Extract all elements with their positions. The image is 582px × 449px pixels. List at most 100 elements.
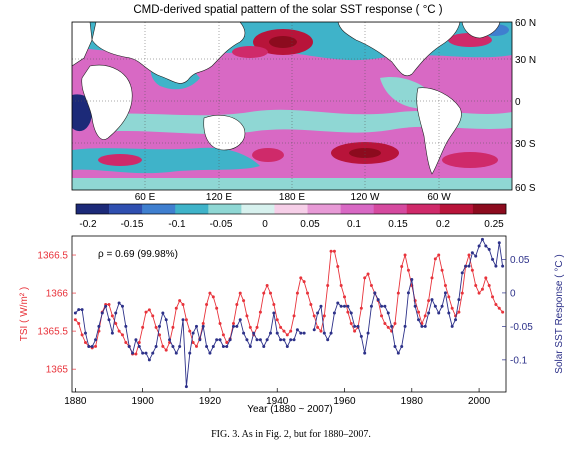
x-tick-label: 1940 [266,396,289,407]
x-tick-label: 1980 [401,396,424,407]
data-point [326,283,330,287]
data-point [272,311,276,315]
data-point [396,291,400,295]
lon-label: 180 E [279,192,305,203]
data-point [275,331,279,335]
data-point [168,338,172,342]
data-point [258,310,262,314]
right-tick-label: 0 [510,288,516,299]
plot-frame [71,235,507,393]
data-point [440,304,444,308]
data-point [406,291,410,295]
data-point [336,301,340,305]
data-point [184,318,188,322]
data-point [312,328,316,332]
data-point [104,304,108,308]
data-point [373,291,377,295]
lat-label: 60 S [515,183,536,194]
data-point [107,318,111,322]
data-point [134,338,138,342]
map-lat-labels: 60 N 30 N 0 30 S 60 S [515,18,536,194]
colorbar [75,203,507,215]
lat-label: 30 S [515,139,536,150]
lon-label: 60 W [427,192,451,203]
data-point [403,324,407,328]
data-point [491,295,495,299]
data-point [205,344,209,348]
data-point [178,299,182,303]
colorbar-tick: -0.1 [168,219,186,230]
data-point [299,331,303,335]
colorbar-tick: 0.2 [436,219,450,230]
data-point [80,308,84,312]
data-point [316,311,320,315]
data-point [110,314,114,318]
axes-layer: 1880 1900 1920 1940 1960 1980 2000 1365 1365.5 13… [37,251,533,407]
data-point [265,283,269,287]
data-point [359,306,363,310]
data-point [336,264,340,268]
data-point [201,324,205,328]
colorbar-tick: 0 [262,219,268,230]
data-point [114,311,118,315]
data-point [97,324,101,328]
australia-landmass [203,115,246,151]
data-point [137,341,141,345]
data-point [484,244,488,248]
data-point [343,295,347,299]
data-point [120,304,124,308]
colorbar-swatch [373,204,408,214]
equatorial-cool-band [90,109,512,134]
data-point [329,331,333,335]
right-tick-label: -0.05 [510,322,533,333]
data-point [457,310,461,314]
colorbar-tick: 0.1 [347,219,361,230]
data-point [87,344,91,348]
data-point [339,283,343,287]
data-point [83,331,87,335]
data-point [491,257,495,261]
europe-landmass [72,22,93,67]
data-point [188,329,192,333]
lat-label: 30 N [515,55,536,66]
data-point [319,304,323,308]
x-tick-label: 2000 [468,396,491,407]
colorbar-swatch [241,204,275,214]
colorbar-frame [75,203,507,215]
colorbar-tick: -0.2 [79,219,97,230]
data-point [255,338,259,342]
data-point [218,322,222,326]
data-point [353,329,357,333]
data-point [77,308,81,312]
correlation-annotation: ρ = 0.69 (99.98%) [98,249,178,260]
data-point [369,283,373,287]
data-point [400,344,404,348]
data-point [454,318,458,322]
colorbar-ticks: -0.2 -0.15 -0.1 -0.05 0 0.05 0.1 0.15 0.… [79,219,504,230]
data-point [289,329,293,333]
data-point [450,306,454,310]
data-point [322,314,326,318]
data-point [433,257,437,261]
south-atlantic-warm [442,152,498,168]
data-point [147,358,151,362]
greenland-landmass [461,22,501,39]
data-point [262,344,266,348]
data-point [474,283,478,287]
data-point [252,331,256,335]
data-point [178,344,182,348]
data-point [285,344,289,348]
data-point [410,278,414,282]
data-point [80,333,84,337]
colorbar-swatch [175,204,209,214]
data-point [467,264,471,268]
data-point [151,314,155,318]
figure-caption: FIG. 3. As in Fig. 2, but for 1880–2007. [211,429,371,440]
data-point [366,331,370,335]
data-point [403,253,407,257]
data-point [124,341,128,345]
data-point [443,291,447,295]
map-title: CMD-derived spatial pattern of the solar… [133,4,442,16]
data-point [174,351,178,355]
data-point [157,333,161,337]
